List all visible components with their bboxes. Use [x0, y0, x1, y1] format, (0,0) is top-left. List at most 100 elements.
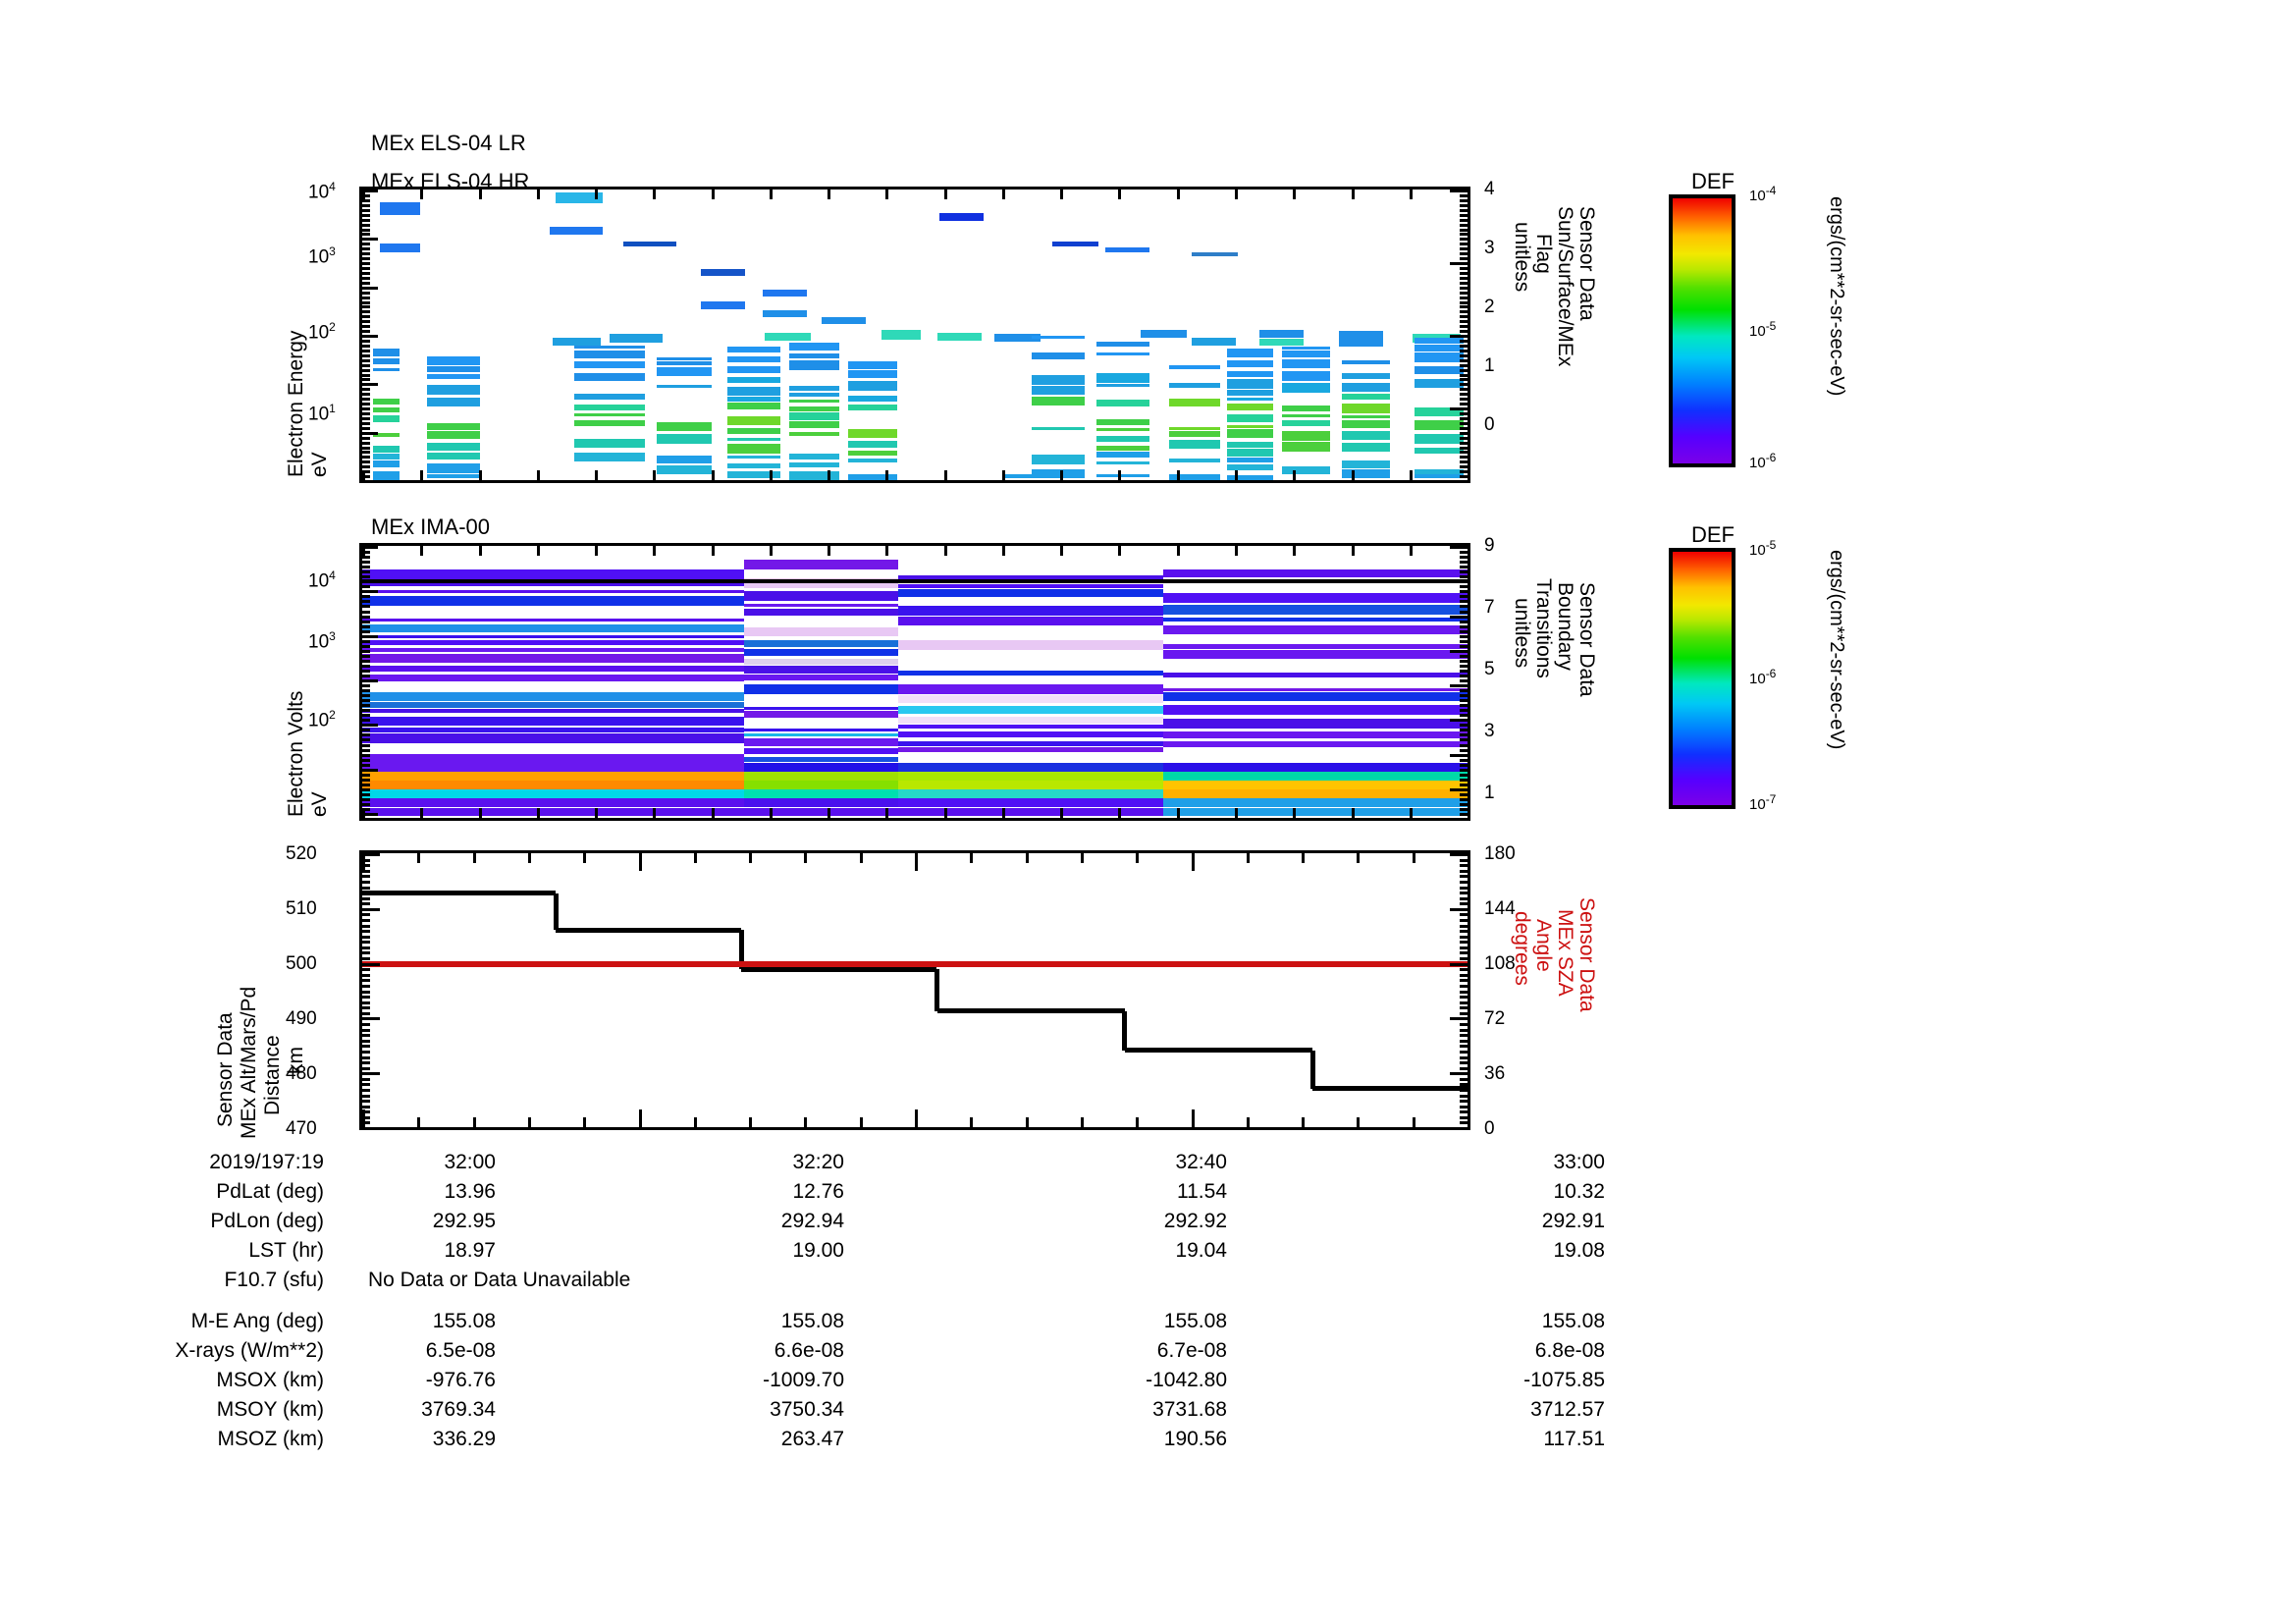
- axis-tick: [1460, 724, 1468, 728]
- spectrogram-cell: [373, 414, 400, 422]
- axis-tick: [1460, 768, 1468, 772]
- axis-tick: [1460, 1077, 1468, 1081]
- axis-tick: [1450, 719, 1468, 723]
- panel-ima-ytick-1e2: 102: [308, 708, 336, 731]
- spectrogram-cell: [1032, 455, 1086, 465]
- axis-tick: [362, 1006, 370, 1010]
- axis-tick: [362, 475, 370, 479]
- axis-tick: [472, 853, 476, 863]
- axis-tick: [362, 315, 370, 319]
- spectrogram-cell: [362, 648, 744, 652]
- table-cell: 292.91: [1541, 1210, 1605, 1232]
- panel-ima-r-axis-label-line1: Sensor Data: [1575, 582, 1598, 697]
- spectrogram-cell: [1281, 371, 1331, 382]
- axis-tick: [362, 296, 370, 299]
- axis-tick: [362, 880, 370, 884]
- boundary-transition-line: [362, 579, 1468, 583]
- spectrogram-cell: [743, 609, 899, 616]
- axis-tick: [1409, 808, 1413, 818]
- spectrogram-cell: [743, 733, 899, 736]
- spectrogram-cell: [743, 729, 899, 731]
- table-cell: 3712.57: [1530, 1398, 1605, 1421]
- panel-alt-lineplot[interactable]: [359, 850, 1470, 1130]
- spectrogram-cell: [848, 428, 897, 438]
- spectrogram-cell: [1163, 798, 1468, 807]
- panel-els-spectrogram[interactable]: [359, 187, 1470, 483]
- spectrogram-cell: [726, 463, 780, 469]
- spectrogram-cell: [743, 757, 899, 762]
- axis-tick: [362, 353, 370, 357]
- axis-tick: [362, 1055, 370, 1059]
- spectrogram-cell: [848, 450, 897, 456]
- spectrogram-cell: [1415, 447, 1464, 454]
- spectrogram-cell: [1226, 370, 1273, 377]
- axis-tick: [1302, 1117, 1306, 1127]
- axis-tick: [362, 689, 370, 693]
- table-cell: 6.6e-08: [774, 1339, 844, 1362]
- axis-tick: [536, 189, 540, 199]
- panel-ima-r-axis-label-line3: Transitions: [1532, 578, 1555, 678]
- axis-tick: [1460, 1066, 1468, 1070]
- axis-tick: [362, 238, 378, 242]
- axis-tick: [362, 773, 370, 777]
- colorbar-1-mid-label: 10-5: [1749, 319, 1777, 340]
- axis-tick: [362, 344, 370, 348]
- axis-tick: [536, 470, 540, 480]
- spectrogram-cell: [362, 654, 744, 663]
- axis-tick: [1460, 1001, 1468, 1004]
- altitude-step-riser: [1122, 1010, 1128, 1051]
- axis-tick: [1460, 913, 1468, 917]
- axis-tick: [1468, 853, 1470, 871]
- spectrogram-cell: [1163, 644, 1468, 649]
- axis-tick: [362, 919, 370, 922]
- axis-tick: [362, 436, 370, 440]
- spectrogram-cell: [1415, 365, 1464, 374]
- panel-ima-spectrogram[interactable]: [359, 543, 1470, 821]
- axis-tick: [1460, 358, 1468, 362]
- axis-tick: [478, 546, 482, 556]
- axis-tick: [1450, 546, 1468, 549]
- spectrogram-cell: [427, 474, 481, 478]
- spectrogram-cell: [1095, 352, 1149, 355]
- axis-tick: [1460, 1121, 1468, 1125]
- panel-sza-r-tick-144: 144: [1484, 898, 1516, 919]
- spectrogram-cell: [427, 397, 481, 406]
- axis-tick: [362, 778, 370, 782]
- axis-tick: [1460, 320, 1468, 324]
- axis-tick: [1460, 968, 1468, 972]
- spectrogram-cell: [362, 781, 744, 789]
- spectrogram-cell: [743, 659, 899, 665]
- axis-tick: [1460, 1094, 1468, 1098]
- spectrogram-cell: [1169, 439, 1220, 449]
- axis-tick: [1460, 792, 1468, 796]
- spectrogram-cell: [574, 345, 646, 349]
- axis-tick: [362, 470, 370, 474]
- axis-tick: [362, 802, 370, 806]
- axis-tick: [1460, 659, 1468, 663]
- axis-tick: [478, 808, 482, 818]
- axis-tick: [362, 624, 370, 628]
- panel-els-y-axis-label-line2: eV: [308, 452, 331, 477]
- axis-tick: [1460, 556, 1468, 560]
- axis-tick: [362, 276, 370, 280]
- colorbar-2-units: ergs/(cm**2-sr-sec-eV): [1826, 550, 1847, 750]
- panel-ima-title: MEx IMA-00: [371, 514, 491, 539]
- axis-tick: [362, 208, 370, 212]
- table-cell: 336.29: [432, 1428, 496, 1450]
- axis-tick: [1460, 228, 1468, 232]
- axis-tick: [362, 886, 370, 890]
- axis-tick: [1450, 907, 1468, 911]
- axis-tick: [362, 460, 370, 464]
- table-cell: 18.97: [444, 1239, 496, 1262]
- axis-tick: [1409, 470, 1413, 480]
- axis-tick: [1460, 1083, 1468, 1087]
- table-cell: 19.00: [792, 1239, 844, 1262]
- axis-tick: [653, 189, 657, 199]
- axis-tick: [1460, 403, 1468, 406]
- axis-tick: [1460, 858, 1468, 862]
- panel-alt-y-axis-label-line3: Distance: [261, 1035, 284, 1115]
- axis-tick: [1460, 990, 1468, 994]
- spectrogram-cell: [1169, 382, 1220, 388]
- axis-tick: [362, 1011, 370, 1015]
- axis-tick: [362, 330, 370, 334]
